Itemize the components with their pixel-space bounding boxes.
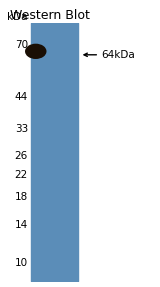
Ellipse shape — [25, 44, 47, 59]
Text: 33: 33 — [15, 124, 28, 134]
Text: 18: 18 — [15, 192, 28, 202]
Text: 10: 10 — [15, 258, 28, 268]
Title: Western Blot: Western Blot — [10, 9, 90, 22]
Text: 22: 22 — [15, 170, 28, 180]
Text: 44: 44 — [15, 92, 28, 102]
Text: 26: 26 — [15, 151, 28, 161]
Text: 14: 14 — [15, 220, 28, 230]
Text: 70: 70 — [15, 40, 28, 50]
Text: 64kDa: 64kDa — [101, 50, 135, 60]
Text: kDa: kDa — [8, 12, 28, 22]
